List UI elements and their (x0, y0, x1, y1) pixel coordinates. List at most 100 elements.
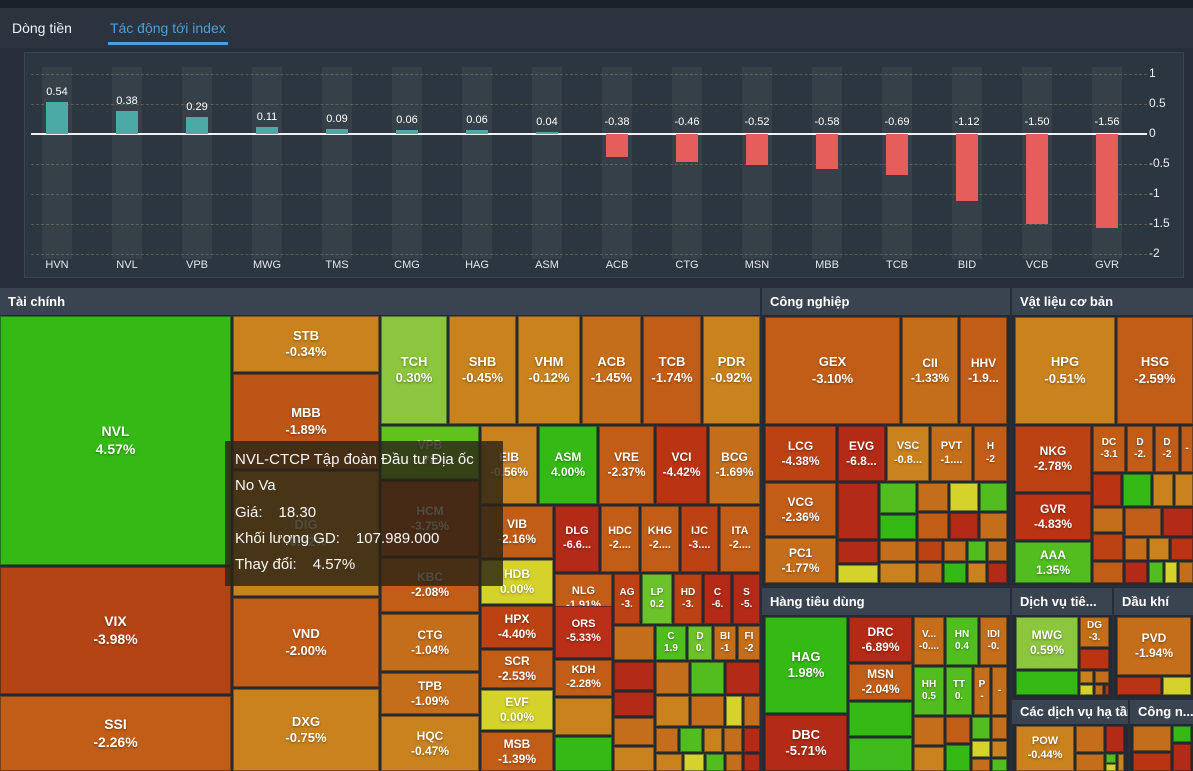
bar-VPB[interactable] (186, 116, 208, 134)
tile-unlabeled[interactable] (1173, 726, 1191, 742)
tab-tac-dong-toi-index[interactable]: Tác động tới index (107, 11, 228, 45)
tile-HDC[interactable]: HDC -2.... (601, 506, 639, 572)
bar-HVN[interactable] (46, 101, 68, 134)
tile-MWG[interactable]: MWG 0.59% (1016, 617, 1078, 669)
tile-KHG[interactable]: KHG -2.... (641, 506, 679, 572)
tile-ACB[interactable]: ACB -1.45% (582, 316, 641, 424)
tile-DBC[interactable]: DBC -5.71% (765, 715, 847, 771)
tile-SSI[interactable]: SSI -2.26% (0, 696, 231, 771)
tile-unlabeled[interactable] (1106, 754, 1116, 763)
tile-unlabeled[interactable] (992, 759, 1007, 771)
tile-unlabeled[interactable] (944, 541, 966, 561)
tile-D[interactable]: D 0. (688, 626, 712, 660)
tile-unlabeled[interactable] (1171, 538, 1193, 560)
tile-unlabeled[interactable] (1133, 753, 1171, 771)
tile-unlabeled[interactable] (914, 747, 944, 771)
tile-ORS[interactable]: ORS -5.33% (555, 606, 612, 658)
tile-unlabeled[interactable] (980, 483, 1007, 511)
tile-unlabeled[interactable] (1125, 508, 1161, 536)
tile-unlabeled[interactable] (992, 741, 1007, 757)
tile-unlabeled[interactable] (744, 696, 760, 726)
tile-unlabeled[interactable] (1149, 538, 1169, 560)
tile-unlabeled[interactable] (684, 754, 704, 771)
tile-unlabeled[interactable] (656, 728, 678, 752)
tile-IDI[interactable]: IDI -0. (980, 617, 1007, 665)
tile-H[interactable]: H -2 (974, 426, 1007, 481)
tile-AG[interactable]: AG -3. (614, 574, 640, 624)
tile-unlabeled[interactable] (656, 662, 689, 694)
tile-dash[interactable]: - (1181, 426, 1193, 472)
tile-MSB[interactable]: MSB -1.39% (481, 732, 553, 771)
tile-CTG[interactable]: CTG -1.04% (381, 614, 479, 671)
tile-unlabeled[interactable] (1173, 744, 1191, 771)
tile-unlabeled[interactable] (1095, 671, 1109, 683)
tile-EVF[interactable]: EVF 0.00% (481, 690, 553, 730)
tile-HN[interactable]: HN 0.4 (946, 617, 978, 665)
tile-HPX[interactable]: HPX -4.40% (481, 606, 553, 648)
tile-ASM[interactable]: ASM 4.00% (539, 426, 597, 504)
tile-PVT[interactable]: PVT -1.... (931, 426, 972, 481)
tile-unlabeled[interactable] (726, 696, 742, 726)
bar-CTG[interactable] (676, 134, 698, 162)
tile-unlabeled[interactable] (1093, 474, 1121, 506)
tile-C[interactable]: C -6. (704, 574, 731, 624)
tile-dash[interactable]: - (992, 667, 1007, 715)
tile-VND[interactable]: VND -2.00% (233, 598, 379, 687)
tile-unlabeled[interactable] (1165, 562, 1177, 583)
tile-unlabeled[interactable] (614, 662, 654, 690)
tile-unlabeled[interactable] (1080, 685, 1093, 695)
tile-unlabeled[interactable] (918, 563, 942, 583)
tile-unlabeled[interactable] (968, 563, 986, 583)
bar-ASM[interactable] (536, 131, 558, 134)
tile-unlabeled[interactable] (914, 717, 944, 745)
tile-unlabeled[interactable] (1106, 726, 1124, 752)
bar-MWG[interactable] (256, 127, 278, 134)
tile-FI[interactable]: FI -2 (738, 626, 760, 660)
tile-unlabeled[interactable] (988, 541, 1007, 561)
tile-POW[interactable]: POW -0.44% (1016, 726, 1074, 771)
tile-S[interactable]: S -5. (733, 574, 760, 624)
tile-STB[interactable]: STB -0.34% (233, 316, 379, 372)
tile-HH[interactable]: HH 0.5 (914, 667, 944, 715)
tile-unlabeled[interactable] (950, 483, 978, 511)
tile-unlabeled[interactable] (1105, 685, 1109, 695)
tile-unlabeled[interactable] (555, 698, 612, 735)
tile-unlabeled[interactable] (1163, 677, 1191, 695)
bar-MBB[interactable] (816, 134, 838, 169)
tile-unlabeled[interactable] (691, 696, 724, 726)
tile-VCI[interactable]: VCI -4.42% (656, 426, 707, 504)
tile-unlabeled[interactable] (1149, 562, 1163, 583)
tile-AAA[interactable]: AAA 1.35% (1015, 542, 1091, 583)
tile-unlabeled[interactable] (1163, 508, 1193, 536)
bar-VCB[interactable] (1026, 134, 1048, 224)
tile-CII[interactable]: CII -1.33% (902, 317, 958, 424)
tile-unlabeled[interactable] (918, 483, 948, 511)
tile-unlabeled[interactable] (1179, 562, 1193, 583)
tile-GEX[interactable]: GEX -3.10% (765, 317, 900, 424)
tile-VHM[interactable]: VHM -0.12% (518, 316, 580, 424)
tile-unlabeled[interactable] (726, 754, 742, 771)
tile-unlabeled[interactable] (614, 747, 654, 771)
tile-unlabeled[interactable] (972, 759, 990, 771)
tile-EVG[interactable]: EVG -6.8... (838, 426, 885, 481)
tile-unlabeled[interactable] (1095, 685, 1103, 695)
tile-unlabeled[interactable] (1093, 508, 1123, 532)
tile-VIX[interactable]: VIX -3.98% (0, 567, 231, 694)
tile-unlabeled[interactable] (880, 483, 916, 513)
tile-unlabeled[interactable] (1153, 474, 1173, 506)
tile-unlabeled[interactable] (691, 662, 724, 694)
tile-unlabeled[interactable] (1125, 562, 1147, 583)
bar-ACB[interactable] (606, 134, 628, 157)
tile-LP[interactable]: LP 0.2 (642, 574, 672, 624)
tile-C[interactable]: C 1.9 (656, 626, 686, 660)
tile-unlabeled[interactable] (946, 745, 970, 771)
tile-unlabeled[interactable] (992, 717, 1007, 739)
tile-unlabeled[interactable] (849, 702, 912, 736)
tile-V[interactable]: V... -0.... (914, 617, 944, 665)
tile-unlabeled[interactable] (1076, 754, 1104, 771)
tile-DRC[interactable]: DRC -6.89% (849, 617, 912, 662)
bar-HAG[interactable] (466, 130, 488, 134)
tile-SHB[interactable]: SHB -0.45% (449, 316, 516, 424)
tile-LCG[interactable]: LCG -4.38% (765, 426, 836, 481)
tile-unlabeled[interactable] (1106, 764, 1116, 771)
